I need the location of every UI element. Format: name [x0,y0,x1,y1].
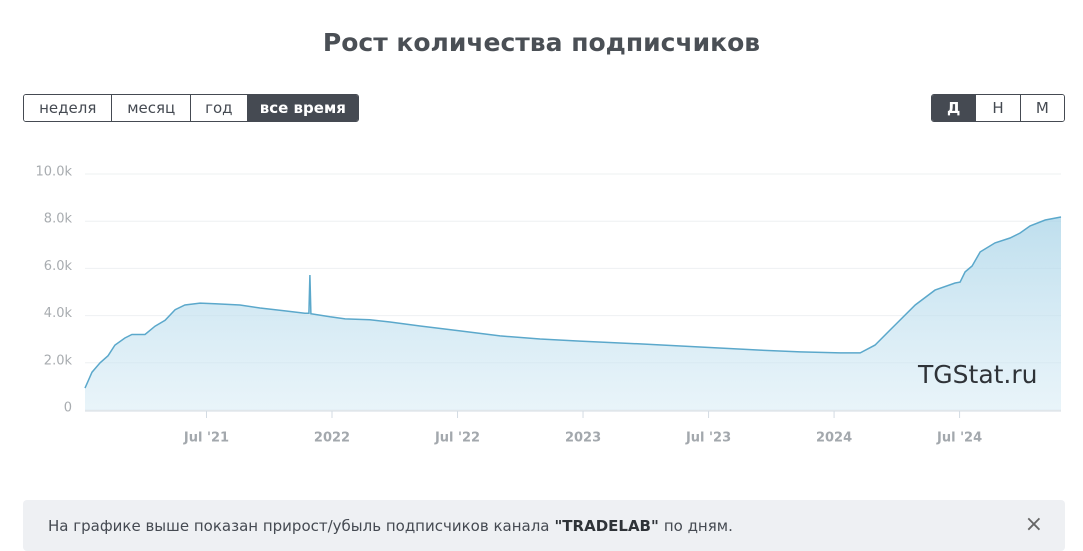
filter-button[interactable]: неделя [24,95,112,121]
filter-button[interactable]: Н [975,95,1020,121]
line [84,216,1062,389]
y-tick-label: 0 [64,401,72,416]
x-tick-label: Jul '22 [434,431,480,446]
filter-button[interactable]: М [1019,95,1064,121]
info-bar: На графике выше показан прирост/убыль по… [23,500,1065,551]
x-tick-label: Jul '24 [936,431,982,446]
filter-button[interactable]: все время [246,95,358,121]
filter-button[interactable]: Д [932,95,976,121]
page-title: Рост количества подписчиков [322,28,761,57]
x-tick-label: Jul '21 [183,431,229,446]
watermark: TGStat.ru [917,360,1038,389]
filter-button[interactable]: месяц [111,95,190,121]
x-tick-label: Jul '23 [685,431,731,446]
info-text: На графике выше показан прирост/убыль по… [48,516,550,535]
x-tick-label: 2023 [565,431,601,446]
area [85,217,1061,410]
x-tick-label: 2024 [816,431,852,446]
filter-button[interactable]: год [190,95,247,121]
channel-name: "TRADELAB" [554,516,659,535]
y-tick-label: 6.0k [44,259,73,274]
y-tick-label: 8.0k [44,212,73,227]
info-text: по дням. [663,516,733,535]
y-tick-label: 2.0k [44,353,73,368]
y-tick-label: 10.0k [36,165,73,180]
range-buttons: неделя месяц год все время [23,94,359,122]
x-tick-label: 2022 [314,431,350,446]
chart: 0 2.0k 4.0k 6.0k 8.0k 10.0k Jul '21 2022 Jul '22… [36,165,1062,446]
close-button[interactable]: × [1024,512,1043,537]
y-tick-label: 4.0k [44,306,73,321]
